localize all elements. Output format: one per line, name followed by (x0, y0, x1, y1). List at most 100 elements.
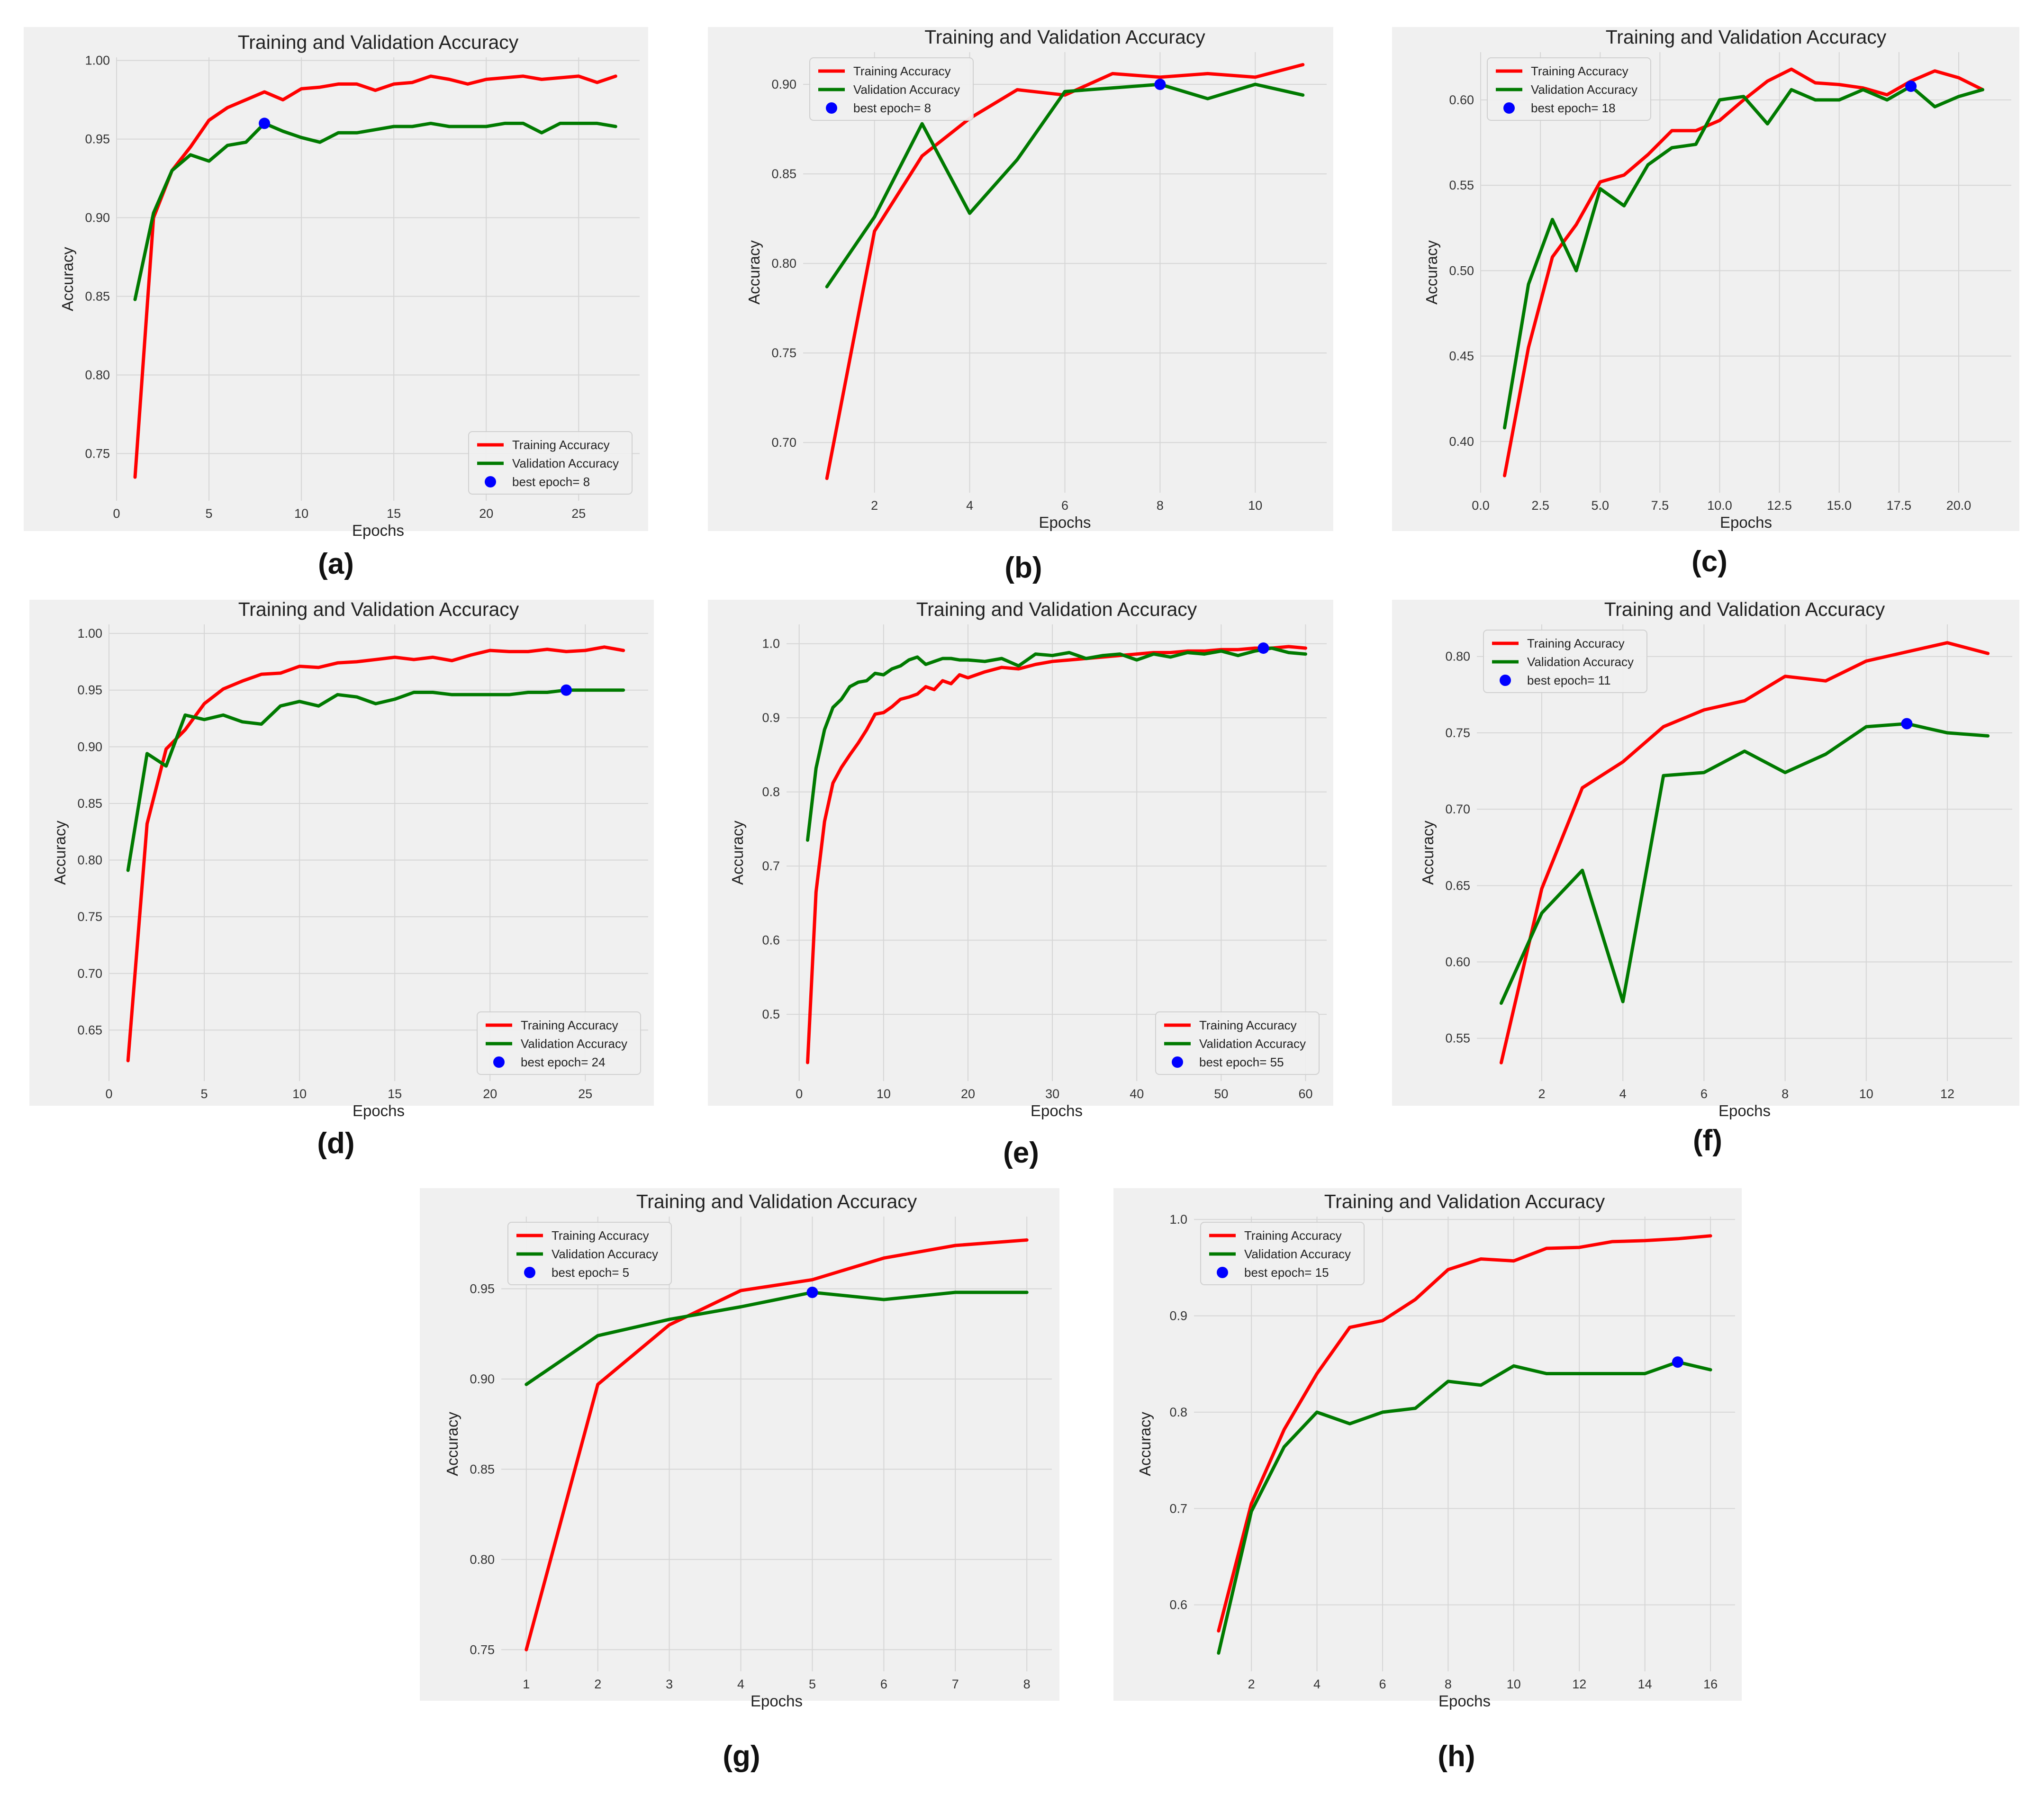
legend-best-epoch-swatch (1172, 1056, 1183, 1068)
y-tick-label: 0.55 (1445, 1031, 1470, 1046)
legend-best-epoch-label: best epoch= 11 (1527, 673, 1611, 687)
x-tick-label: 7 (952, 1677, 959, 1691)
y-tick-label: 0.85 (771, 167, 796, 181)
y-tick-label: 0.90 (771, 77, 796, 91)
x-tick-label: 5 (206, 506, 213, 521)
x-axis-label: Epochs (1039, 514, 1091, 531)
chart-panel-a: 0 5 10 15 20 25 0.75 0.80 0.85 0.90 0.95 1.00 Traini… (24, 27, 648, 539)
x-tick-label: 10 (294, 506, 308, 521)
x-tick-label: 1 (523, 1677, 530, 1691)
chart-background (1392, 27, 2019, 531)
y-tick-label: 0.85 (85, 289, 110, 304)
y-tick-label: 0.80 (1445, 649, 1470, 664)
legend-box (477, 1011, 641, 1075)
caption-f: (f) (1693, 1124, 1722, 1157)
best-epoch-point (1905, 81, 1917, 92)
y-tick-label: 0.7 (762, 859, 780, 873)
chart-panel-h: 2 4 6 8 10 12 14 16 0.6 0.7 0.8 0.9 1.0 Training and … (1113, 1188, 1742, 1710)
caption-h: (h) (1438, 1740, 1475, 1773)
y-tick-label: 0.55 (1449, 178, 1474, 192)
legend-best-epoch-label: best epoch= 24 (521, 1055, 606, 1069)
chart-svg-d: 0 5 10 15 20 25 0.65 0.70 0.75 0.80 0.85 0.90 0.95 1.… (29, 598, 654, 1119)
y-tick-label: 0.65 (77, 1023, 102, 1037)
x-tick-label: 10.0 (1707, 498, 1732, 513)
y-axis-label: Accuracy (51, 821, 69, 885)
chart-background (708, 27, 1333, 531)
legend-best-epoch-label: best epoch= 8 (853, 101, 931, 115)
validation-accuracy-line (126, 688, 625, 872)
chart-title: Training and Validation Accuracy (238, 598, 519, 620)
x-tick-label: 10 (877, 1087, 891, 1101)
x-tick-label: 30 (1045, 1087, 1059, 1101)
y-axis-label: Accuracy (745, 240, 763, 305)
x-axis-label: Epochs (1031, 1102, 1083, 1119)
legend-best-epoch-label: best epoch= 8 (512, 475, 590, 489)
x-axis-label: Epochs (1720, 514, 1772, 531)
legend-best-epoch-swatch (1503, 102, 1515, 114)
x-tick-label: 5 (809, 1677, 816, 1691)
training-accuracy-line (825, 63, 1305, 480)
best-epoch-point (561, 684, 572, 696)
chart-svg-a: 0 5 10 15 20 25 0.75 0.80 0.85 0.90 0.95 1.00 Traini… (24, 27, 648, 539)
x-tick-label: 7.5 (1651, 498, 1669, 513)
x-tick-label: 12 (1572, 1677, 1586, 1691)
x-axis-label: Epochs (1718, 1102, 1771, 1119)
chart-title: Training and Validation Accuracy (636, 1191, 917, 1212)
x-tick-label: 4 (1313, 1677, 1320, 1691)
x-tick-label: 15.0 (1827, 498, 1852, 513)
y-axis-label: Accuracy (59, 247, 76, 311)
x-tick-label: 2 (1538, 1087, 1545, 1101)
validation-accuracy-line (1217, 1360, 1712, 1655)
legend-training-label: Training Accuracy (521, 1018, 618, 1032)
chart-svg-e: 0 10 20 30 40 50 60 0.5 0.6 0.7 0.8 0.9 1.0 Training … (708, 598, 1333, 1119)
x-tick-label: 2.5 (1531, 498, 1549, 513)
legend-training-label: Training Accuracy (1244, 1228, 1342, 1243)
legend-validation-label: Validation Accuracy (853, 82, 960, 97)
x-tick-label: 25 (578, 1087, 592, 1101)
y-tick-label: 0.9 (1169, 1308, 1187, 1323)
legend-best-epoch-label: best epoch= 18 (1531, 101, 1616, 115)
y-tick-label: 0.60 (1445, 955, 1470, 969)
chart-title: Training and Validation Accuracy (1604, 598, 1885, 620)
y-tick-label: 0.80 (85, 368, 110, 382)
legend-validation-label: Validation Accuracy (521, 1037, 627, 1051)
x-tick-label: 10 (1859, 1087, 1873, 1101)
x-tick-label: 20 (479, 506, 493, 521)
caption-g: (g) (723, 1740, 760, 1773)
y-tick-label: 0.80 (771, 256, 796, 271)
best-epoch-point (1672, 1356, 1683, 1368)
legend-validation-label: Validation Accuracy (1244, 1247, 1351, 1261)
y-tick-label: 0.90 (77, 740, 102, 754)
legend-validation-label: Validation Accuracy (1199, 1037, 1306, 1051)
training-accuracy-line (1499, 641, 1990, 1064)
chart-title: Training and Validation Accuracy (916, 598, 1197, 620)
validation-accuracy-line (806, 646, 1307, 842)
chart-svg-f: 2 4 6 8 10 12 0.55 0.60 0.65 0.70 0.75 0.80 Training… (1392, 598, 2019, 1119)
caption-a: (a) (318, 548, 354, 580)
validation-accuracy-line (133, 121, 617, 301)
y-tick-label: 0.70 (771, 435, 796, 450)
chart-svg-g: 1 2 3 4 5 6 7 8 0.75 0.80 0.85 0.90 0.95 Training and… (420, 1188, 1059, 1710)
x-axis-label: Epochs (751, 1692, 803, 1710)
x-tick-label: 15 (388, 1087, 402, 1101)
y-tick-label: 0.60 (1449, 93, 1474, 107)
x-tick-label: 2 (594, 1677, 601, 1691)
x-tick-label: 20 (483, 1087, 497, 1101)
x-tick-label: 16 (1703, 1677, 1718, 1691)
legend-box (1200, 1222, 1365, 1285)
y-tick-label: 0.85 (470, 1462, 495, 1476)
x-tick-label: 6 (1700, 1087, 1708, 1101)
x-tick-label: 4 (737, 1677, 744, 1691)
x-tick-label: 8 (1445, 1677, 1452, 1691)
legend-best-epoch-swatch (826, 102, 837, 114)
y-tick-label: 0.6 (1169, 1598, 1187, 1612)
x-tick-label: 15 (387, 506, 401, 521)
y-axis-label: Accuracy (1423, 240, 1440, 305)
chart-panel-c: 0.0 2.5 5.0 7.5 10.0 12.5 15.0 17.5 20.0 0.40 0.45… (1392, 26, 2019, 531)
legend-training-label: Training Accuracy (552, 1228, 649, 1243)
y-tick-label: 0.95 (470, 1281, 495, 1296)
y-tick-label: 0.45 (1449, 349, 1474, 363)
y-tick-label: 0.95 (85, 132, 110, 146)
x-tick-label: 3 (666, 1677, 673, 1691)
x-tick-label: 60 (1298, 1087, 1312, 1101)
